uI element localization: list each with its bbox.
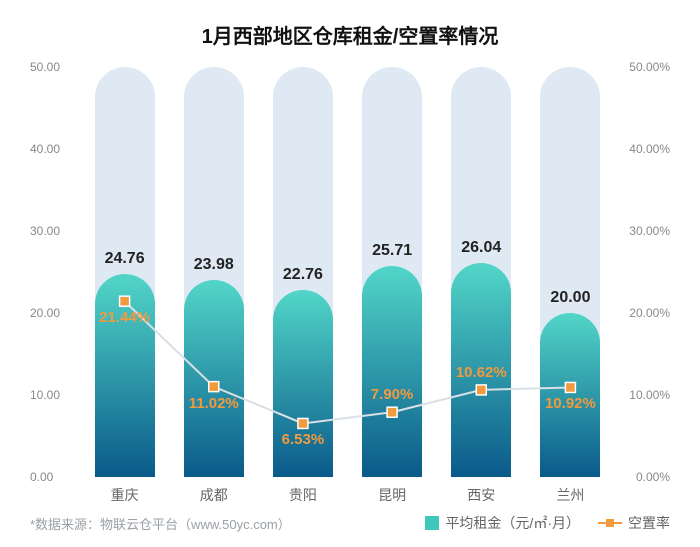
y-tick: 40.00 bbox=[30, 142, 60, 156]
rent-bar bbox=[184, 280, 244, 477]
rent-bar bbox=[273, 290, 333, 477]
column: 25.71昆明 bbox=[348, 67, 437, 477]
rent-value-label: 24.76 bbox=[80, 250, 169, 268]
legend-item: 空置率 bbox=[598, 513, 670, 533]
column: 20.00兰州 bbox=[526, 67, 615, 477]
y-tick: 10.00 bbox=[30, 388, 60, 402]
y-tick: 20.00 bbox=[30, 306, 60, 320]
x-axis-label: 昆明 bbox=[348, 485, 437, 505]
column: 26.04西安 bbox=[437, 67, 526, 477]
rent-value-label: 26.04 bbox=[437, 239, 526, 257]
column: 23.98成都 bbox=[169, 67, 258, 477]
column: 24.76重庆 bbox=[80, 67, 169, 477]
legend: 平均租金（元/㎡·月） 空置率 bbox=[425, 513, 670, 533]
vacancy-value-label: 11.02% bbox=[189, 395, 239, 412]
y-tick: 0.00 bbox=[30, 470, 53, 484]
bar-columns: 24.76重庆23.98成都22.76贵阳25.71昆明26.04西安20.00… bbox=[80, 67, 615, 477]
vacancy-value-label: 10.92% bbox=[545, 395, 596, 412]
vacancy-value-label: 21.44% bbox=[99, 309, 150, 326]
chart-title: 1月西部地区仓库租金/空置率情况 bbox=[30, 20, 670, 49]
legend-swatch-bar bbox=[425, 516, 439, 530]
legend-label: 平均租金（元/㎡·月） bbox=[445, 513, 580, 533]
vacancy-value-label: 7.90% bbox=[371, 386, 414, 403]
x-axis-label: 西安 bbox=[437, 485, 526, 505]
plot-area: 0.0010.0020.0030.0040.0050.00 0.00%10.00… bbox=[30, 67, 670, 477]
rent-value-label: 22.76 bbox=[258, 266, 347, 284]
y-tick: 50.00 bbox=[30, 60, 60, 74]
x-axis-label: 重庆 bbox=[80, 485, 169, 505]
y-axis-left: 0.0010.0020.0030.0040.0050.00 bbox=[30, 67, 80, 477]
y-tick: 50.00% bbox=[629, 60, 670, 74]
rent-value-label: 20.00 bbox=[526, 289, 615, 307]
y-tick: 30.00 bbox=[30, 224, 60, 238]
y-tick: 40.00% bbox=[629, 142, 670, 156]
column: 22.76贵阳 bbox=[258, 67, 347, 477]
data-source: *数据来源：物联云仓平台（www.50yc.com） bbox=[30, 514, 425, 533]
chart-container: 1月西部地区仓库租金/空置率情况 0.00 10.00 20.00 30.00 40.0… bbox=[0, 0, 700, 547]
y-tick: 30.00% bbox=[629, 224, 670, 238]
legend-swatch-line bbox=[598, 522, 622, 524]
vacancy-value-label: 6.53% bbox=[282, 431, 325, 448]
y-tick: 0.00% bbox=[636, 470, 670, 484]
plot-inner: 24.76重庆23.98成都22.76贵阳25.71昆明26.04西安20.00… bbox=[80, 67, 615, 477]
legend-item: 平均租金（元/㎡·月） bbox=[425, 513, 580, 533]
rent-bar bbox=[95, 274, 155, 477]
y-tick: 20.00% bbox=[629, 306, 670, 320]
chart-footer: *数据来源：物联云仓平台（www.50yc.com） 平均租金（元/㎡·月） 空置… bbox=[30, 513, 670, 533]
legend-label: 空置率 bbox=[628, 513, 670, 533]
vacancy-value-label: 10.62% bbox=[456, 364, 507, 381]
rent-bar bbox=[362, 266, 422, 477]
rent-value-label: 25.71 bbox=[348, 242, 437, 260]
y-axis-right: 0.00%10.00%20.00%30.00%40.00%50.00% bbox=[620, 67, 670, 477]
x-axis-label: 成都 bbox=[169, 485, 258, 505]
x-axis-label: 贵阳 bbox=[258, 485, 347, 505]
y-tick: 10.00% bbox=[629, 388, 670, 402]
x-axis-label: 兰州 bbox=[526, 485, 615, 505]
rent-value-label: 23.98 bbox=[169, 256, 258, 274]
